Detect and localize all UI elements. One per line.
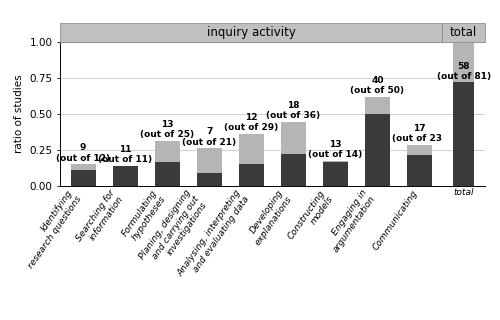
Bar (60, 23, 442, 42)
Bar (154, 163, 180, 186)
Text: 7
(out of 21): 7 (out of 21) (182, 127, 236, 147)
Bar (364, 115, 390, 186)
Bar (70, 164, 96, 186)
Text: 9
(out of 12): 9 (out of 12) (56, 143, 110, 163)
Text: 12
(out of 29): 12 (out of 29) (224, 113, 278, 132)
Bar (70, 170, 96, 186)
Bar (322, 163, 348, 186)
Bar (280, 154, 306, 186)
Text: total: total (450, 26, 477, 39)
Text: 17
(out of 23): 17 (out of 23) (392, 124, 446, 143)
Text: 58
(out of 81): 58 (out of 81) (436, 62, 491, 81)
Text: 40
(out of 50): 40 (out of 50) (350, 76, 405, 95)
Bar (112, 166, 138, 186)
Bar (453, 83, 474, 186)
Text: 13
(out of 25): 13 (out of 25) (140, 120, 194, 140)
Bar (280, 122, 306, 186)
Bar (442, 23, 485, 42)
Bar (238, 134, 264, 186)
Text: 13
(out of 14): 13 (out of 14) (308, 140, 362, 159)
Bar (238, 164, 264, 186)
Bar (407, 156, 432, 186)
Bar (196, 148, 222, 186)
Bar (154, 141, 180, 186)
Text: inquiry activity: inquiry activity (207, 26, 296, 39)
Bar (364, 97, 390, 186)
Text: 11
(out of 11): 11 (out of 11) (98, 145, 152, 164)
Bar (453, 42, 474, 186)
Bar (196, 173, 222, 186)
Bar (322, 161, 348, 186)
Y-axis label: ratio of studies: ratio of studies (14, 74, 24, 153)
Text: 18
(out of 36): 18 (out of 36) (266, 101, 320, 120)
Bar (112, 166, 138, 186)
Bar (407, 145, 432, 186)
